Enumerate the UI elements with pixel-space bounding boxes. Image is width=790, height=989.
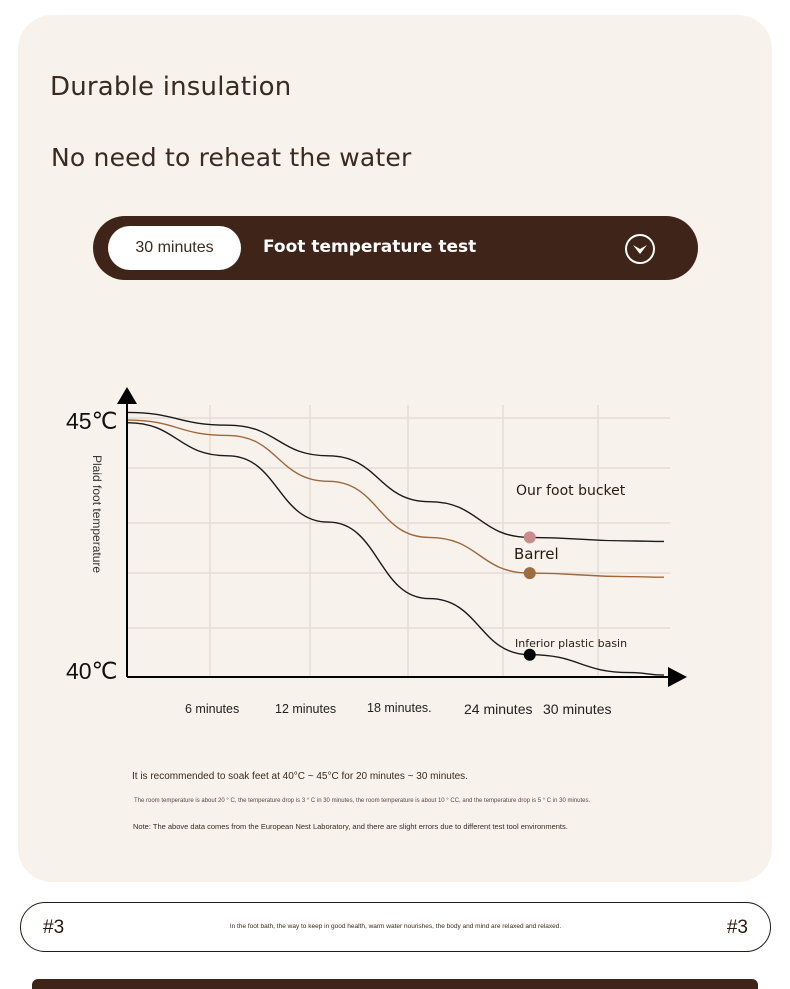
series-marker-0 [523,531,536,544]
footer-right-tag: #3 [726,917,748,938]
data-source-note: Note: The above data comes from the Euro… [133,822,568,831]
x-axis-arrow [668,667,687,687]
footer-bar: #3 In the foot bath, the way to keep in … [20,902,771,952]
x-tick-label-1: 12 minutes [275,702,336,716]
test-banner: 30 minutes Foot temperature test [93,216,698,280]
series-marker-1 [523,567,536,580]
x-tick-label-0: 6 minutes [185,702,239,716]
series-label-0: Our foot bucket [516,483,626,499]
chart-series [126,411,665,676]
x-tick-label-2: 18 minutes. [367,701,432,715]
series-marker-2 [523,648,536,661]
series-label-1: Barrel [514,545,559,563]
page-title: Durable insulation [50,72,292,102]
page-subtitle: No need to reheat the water [51,143,412,172]
series-labels: Our foot bucket Barrel Inferior plastic ba… [514,483,627,650]
y-axis-label: Plaid foot temperature [90,455,104,573]
duration-pill-button[interactable]: 30 minutes [108,226,241,270]
series-line-2 [126,421,665,676]
banner-title: Foot temperature test [263,237,477,257]
x-tick-label-4: 30 minutes [543,701,611,717]
y-tick-label-top: 45℃ [66,408,117,434]
chart-axes [117,387,687,687]
temperature-chart: 45℃ 40℃ Plaid foot temperature 6 minutes… [66,387,687,717]
x-tick-labels: 6 minutes 12 minutes 18 minutes. 24 minutes… [185,701,611,717]
chart-grid [128,405,670,676]
room-temperature-note: The room temperature is about 20 ° C, th… [134,798,591,804]
series-line-1 [126,419,665,578]
y-axis-arrow [117,387,137,404]
footer-slogan: In the foot bath, the way to keep in goo… [229,923,562,930]
x-tick-label-3: 24 minutes [464,701,532,717]
series-markers [523,531,536,661]
recommendation-note: It is recommended to soak feet at 40°C ~… [132,771,468,782]
footer-left-tag: #3 [43,917,65,938]
series-line-0 [126,411,665,543]
next-section-edge [32,979,758,989]
content-card [18,15,772,882]
y-tick-label-bottom: 40℃ [66,658,117,684]
series-label-2: Inferior plastic basin [515,637,627,650]
chevron-down-circle-icon[interactable] [624,233,656,265]
